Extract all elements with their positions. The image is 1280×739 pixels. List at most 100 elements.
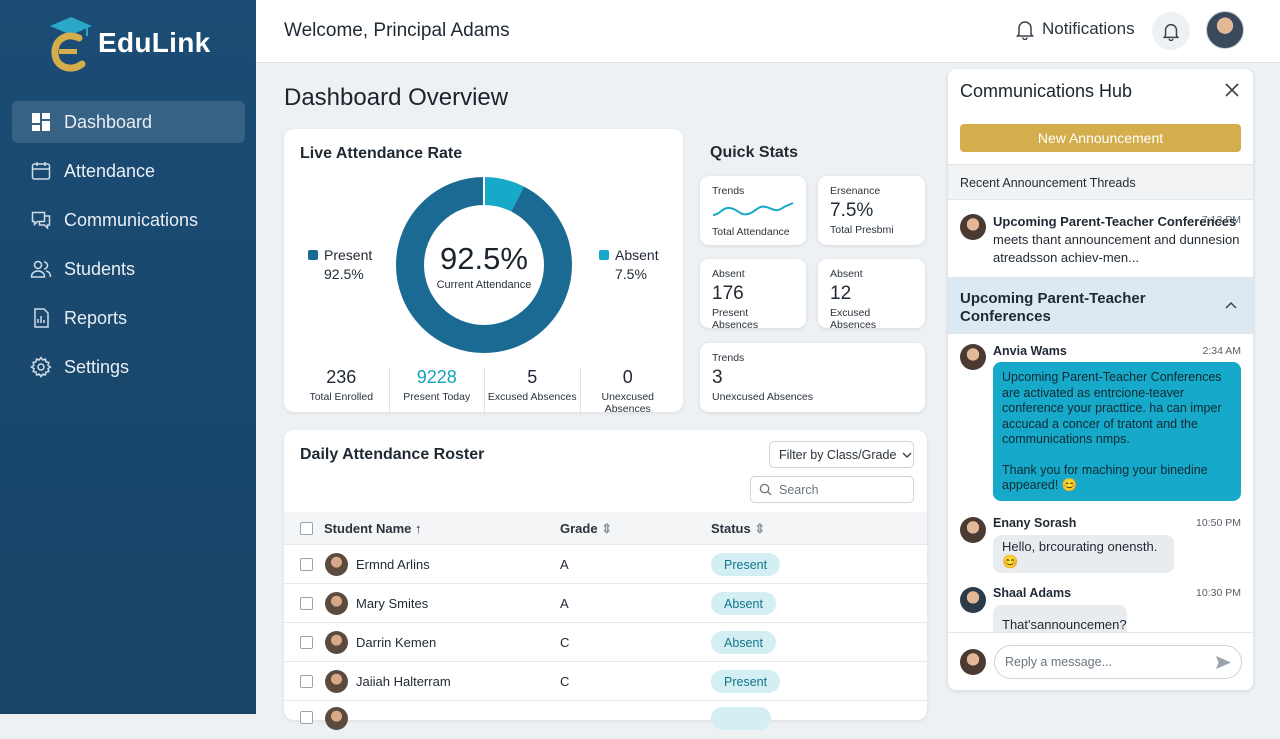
- close-icon[interactable]: [1225, 83, 1239, 97]
- quick-stats-title: Quick Stats: [710, 144, 799, 161]
- column-label: Grade: [560, 521, 598, 536]
- sidebar-item-students[interactable]: Students: [12, 248, 245, 290]
- notifications-link[interactable]: Notifications: [1014, 18, 1135, 40]
- bell-icon: [1016, 21, 1034, 40]
- row-checkbox[interactable]: [300, 636, 313, 649]
- attendance-roster-card: Daily Attendance Roster Filter by Class/…: [284, 430, 927, 730]
- quick-stat-header: Ersenance: [830, 185, 881, 197]
- stat-present-today: 9228 Present Today: [390, 367, 485, 415]
- quick-stat-sub: Total Attendance: [712, 226, 790, 238]
- message-sender: Shaal Adams: [993, 586, 1072, 600]
- student-name: Mary Smites: [356, 596, 429, 611]
- selected-thread-title: Upcoming Parent-Teacher Conferences: [960, 290, 1146, 325]
- quick-stat-sub: Excused Absences: [830, 307, 877, 331]
- message-bubble: Upcoming Parent-Teacher Conferences are …: [993, 362, 1241, 501]
- quick-stat-excused-absences[interactable]: Absent 12 Excused Absences: [818, 259, 925, 331]
- sidebar-item-label: Dashboard: [64, 111, 153, 132]
- message-text: Upcoming Parent-Teacher Conferences are …: [1002, 370, 1222, 446]
- live-attendance-title: Live Attendance Rate: [300, 145, 463, 162]
- filter-class-grade-dropdown[interactable]: Filter by Class/Grade: [769, 441, 914, 468]
- quick-stat-header: Absent: [712, 268, 745, 280]
- search-icon: [759, 483, 772, 496]
- search-placeholder: Search: [779, 482, 819, 497]
- stat-value: 5: [527, 367, 538, 387]
- row-checkbox[interactable]: [300, 675, 313, 688]
- quick-stat-unexcused-absences[interactable]: Trends 3 Unexcused Absences: [700, 343, 925, 412]
- student-name: Darrin Kemen: [356, 635, 437, 650]
- student-avatar: [325, 707, 348, 730]
- stat-total-enrolled: 236 Total Enrolled: [294, 367, 390, 415]
- chevron-up-icon[interactable]: [1225, 300, 1237, 312]
- page-title: Dashboard Overview: [284, 84, 509, 111]
- col-grade[interactable]: Grade ⇕: [560, 521, 612, 537]
- table-row[interactable]: Darrin Kemen C Absent: [284, 622, 927, 661]
- logo[interactable]: EduLink: [46, 14, 211, 72]
- sidebar-item-reports[interactable]: Reports: [12, 297, 245, 339]
- reply-input[interactable]: Reply a message...: [994, 645, 1242, 679]
- sidebar-item-dashboard[interactable]: Dashboard: [12, 101, 245, 143]
- quick-stat-value: 3: [712, 367, 723, 388]
- stat-label: Present Today: [403, 391, 471, 403]
- sidebar: EduLink Dashboard Attendance Communicati…: [0, 0, 256, 714]
- announcement-thread-item[interactable]: Upcoming Parent-Teacher Conferences meet…: [948, 200, 1253, 278]
- legend-swatch-present: [308, 250, 318, 260]
- col-student-name[interactable]: Student Name ↑: [324, 521, 422, 536]
- stat-label: Total Enrolled: [309, 391, 374, 403]
- graduation-cap-logo-icon: [46, 14, 96, 72]
- bell-icon: [1162, 23, 1180, 41]
- selected-thread-header[interactable]: Upcoming Parent-Teacher Conferences: [948, 278, 1253, 334]
- message-bubble: Hello, brcourating onensth. 😊: [993, 535, 1174, 573]
- bell-button[interactable]: [1152, 12, 1190, 50]
- sort-up-icon: ↑: [415, 521, 422, 536]
- quick-stat-value: 176: [712, 283, 744, 304]
- table-row[interactable]: [284, 700, 927, 739]
- student-grade: A: [560, 596, 569, 611]
- reply-avatar: [960, 649, 986, 675]
- chat-icon: [31, 211, 51, 230]
- quick-stat-trends-attendance[interactable]: Trends Total Attendance: [700, 176, 806, 245]
- legend-present: Present 92.5%: [308, 246, 372, 284]
- sidebar-item-settings[interactable]: Settings: [12, 346, 245, 388]
- select-all-checkbox[interactable]: [300, 522, 313, 535]
- message-avatar: [960, 587, 986, 613]
- legend-absent: Absent 7.5%: [599, 246, 659, 284]
- message-time: 10:30 PM: [1196, 587, 1241, 599]
- column-label: Student Name: [324, 521, 412, 536]
- welcome-text: Welcome, Principal Adams: [284, 20, 510, 41]
- table-row[interactable]: Mary Smites A Absent: [284, 583, 927, 622]
- send-icon[interactable]: [1215, 655, 1232, 670]
- users-icon: [30, 260, 52, 278]
- hub-title: Communications Hub: [960, 81, 1133, 101]
- filter-label: Filter by Class/Grade: [779, 447, 897, 462]
- col-status[interactable]: Status ⇕: [711, 521, 765, 537]
- legend-absent-label: Absent: [615, 247, 659, 263]
- thread-text: Upcoming Parent-Teacher Conferences meet…: [993, 213, 1243, 267]
- user-avatar[interactable]: [1206, 11, 1244, 49]
- sidebar-nav: Dashboard Attendance Communications Stud…: [12, 101, 245, 395]
- calendar-icon: [31, 162, 51, 180]
- quick-stat-ersenance[interactable]: Ersenance 7.5% Total Presbmi: [818, 176, 925, 245]
- message-sender: Anvia Wams: [993, 344, 1067, 358]
- sort-icon: ⇕: [754, 521, 766, 536]
- student-name: Jaiiah Halterram: [356, 674, 451, 689]
- sidebar-item-communications[interactable]: Communications: [12, 199, 245, 241]
- quick-stat-value: 7.5%: [830, 200, 874, 221]
- message-time: 10:50 PM: [1196, 517, 1241, 529]
- quick-stat-value: 12: [830, 283, 852, 304]
- quick-stat-present-absences[interactable]: Absent 176 Present Absences: [700, 259, 806, 331]
- row-checkbox[interactable]: [300, 558, 313, 571]
- donut-center-value: 92.5%: [440, 241, 528, 276]
- sidebar-item-label: Students: [64, 258, 136, 279]
- student-avatar: [325, 631, 348, 654]
- table-row[interactable]: Jaiiah Halterram C Present: [284, 661, 927, 700]
- sidebar-item-label: Reports: [64, 307, 128, 328]
- quick-stat-header: Absent: [830, 268, 863, 280]
- sidebar-item-label: Communications: [64, 209, 199, 230]
- sidebar-item-attendance[interactable]: Attendance: [12, 150, 245, 192]
- new-announcement-button[interactable]: New Announcement: [960, 124, 1241, 152]
- search-field[interactable]: Search: [750, 476, 914, 503]
- table-row[interactable]: Ermnd Arlins A Present: [284, 544, 927, 583]
- row-checkbox[interactable]: [300, 711, 313, 724]
- row-checkbox[interactable]: [300, 597, 313, 610]
- thread-title: Upcoming Parent-Teacher Conferences: [993, 214, 1237, 229]
